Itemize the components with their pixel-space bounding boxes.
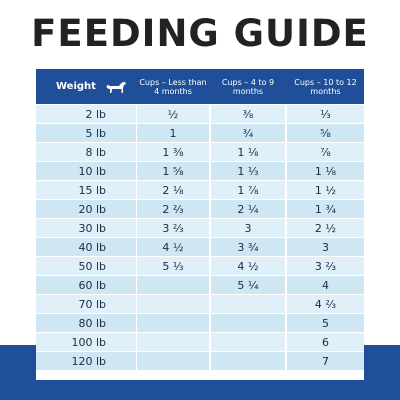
cups-4-to-9-months-cell: 1 ⅞ (211, 181, 285, 199)
weight-cell: 120 lb (36, 352, 136, 370)
cups-less-than-4-months-cell: ½ (137, 105, 209, 123)
cups-less-than-4-months-cell: 4 ½ (137, 238, 209, 256)
cups-4-to-9-months-cell: 3 (211, 219, 285, 237)
cups-10-to-12-months-cell: 3 (287, 238, 364, 256)
weight-cell: 8 lb (36, 143, 136, 161)
cups-less-than-4-months-cell: 2 ⅔ (137, 200, 209, 218)
cups-4-to-9-months-cell: ⅜ (211, 105, 285, 123)
table-row: 2 lb ½ ⅜ ⅓ (36, 105, 364, 123)
cups-less-than-4-months-cell: 1 ⅜ (137, 143, 209, 161)
feeding-table: Weight Cups – Less than 4 months Cups – … (36, 69, 364, 380)
header-col-10-to-12-months: Cups – 10 to 12 months (294, 77, 357, 96)
cups-less-than-4-months-cell (137, 314, 209, 332)
cups-less-than-4-months-cell: 1 (137, 124, 209, 142)
cups-10-to-12-months-cell: 2 ½ (287, 219, 364, 237)
weight-cell: 2 lb (36, 105, 136, 123)
cups-4-to-9-months-cell: 3 ¾ (211, 238, 285, 256)
cups-4-to-9-months-cell (211, 295, 285, 313)
header-col-less-than-4-months: Cups – Less than 4 months (139, 77, 207, 96)
table-row: 100 lb 6 (36, 333, 364, 351)
table-row: 70 lb 4 ⅔ (36, 295, 364, 313)
weight-cell: 100 lb (36, 333, 136, 351)
weight-cell: 5 lb (36, 124, 136, 142)
cups-4-to-9-months-cell (211, 333, 285, 351)
cups-less-than-4-months-cell (137, 276, 209, 294)
cups-10-to-12-months-cell: ⅞ (287, 143, 364, 161)
table-row: 5 lb 1 ¾ ⅝ (36, 124, 364, 142)
cups-10-to-12-months-cell: 4 ⅔ (287, 295, 364, 313)
cups-4-to-9-months-cell: 4 ½ (211, 257, 285, 275)
cups-4-to-9-months-cell: 2 ¼ (211, 200, 285, 218)
cups-less-than-4-months-cell: 1 ⅝ (137, 162, 209, 180)
cups-4-to-9-months-cell: ¾ (211, 124, 285, 142)
cups-less-than-4-months-cell: 3 ⅔ (137, 219, 209, 237)
cups-10-to-12-months-cell: ⅝ (287, 124, 364, 142)
table-header: Weight Cups – Less than 4 months Cups – … (36, 69, 364, 104)
cups-10-to-12-months-cell: 1 ¾ (287, 200, 364, 218)
cups-10-to-12-months-cell: 3 ⅔ (287, 257, 364, 275)
header-col-4-to-9-months: Cups – 4 to 9 months (221, 77, 275, 96)
weight-cell: 80 lb (36, 314, 136, 332)
cups-4-to-9-months-cell: 1 ⅛ (211, 143, 285, 161)
dog-icon (106, 81, 126, 93)
cups-less-than-4-months-cell (137, 352, 209, 370)
cups-less-than-4-months-cell (137, 295, 209, 313)
cups-10-to-12-months-cell: ⅓ (287, 105, 364, 123)
cups-10-to-12-months-cell: 4 (287, 276, 364, 294)
table-row: 120 lb 7 (36, 352, 364, 370)
weight-cell: 60 lb (36, 276, 136, 294)
weight-header: Weight (36, 69, 136, 104)
cups-4-to-9-months-cell: 5 ¼ (211, 276, 285, 294)
weight-header-label: Weight (56, 81, 96, 92)
page-title: FEEDING GUIDE (31, 12, 369, 55)
cups-10-to-12-months-cell: 6 (287, 333, 364, 351)
cups-less-than-4-months-cell (137, 333, 209, 351)
weight-cell: 15 lb (36, 181, 136, 199)
cups-10-to-12-months-cell: 1 ½ (287, 181, 364, 199)
weight-cell: 70 lb (36, 295, 136, 313)
cups-less-than-4-months-cell: 2 ⅛ (137, 181, 209, 199)
weight-cell: 30 lb (36, 219, 136, 237)
cups-4-to-9-months-cell: 1 ⅓ (211, 162, 285, 180)
weight-cell: 50 lb (36, 257, 136, 275)
cups-4-to-9-months-cell (211, 314, 285, 332)
weight-cell: 20 lb (36, 200, 136, 218)
cups-less-than-4-months-cell: 5 ⅓ (137, 257, 209, 275)
cups-10-to-12-months-cell: 1 ⅛ (287, 162, 364, 180)
table-row: 80 lb 5 (36, 314, 364, 332)
weight-cell: 10 lb (36, 162, 136, 180)
weight-cell: 40 lb (36, 238, 136, 256)
cups-10-to-12-months-cell: 7 (287, 352, 364, 370)
cups-10-to-12-months-cell: 5 (287, 314, 364, 332)
cups-4-to-9-months-cell (211, 352, 285, 370)
